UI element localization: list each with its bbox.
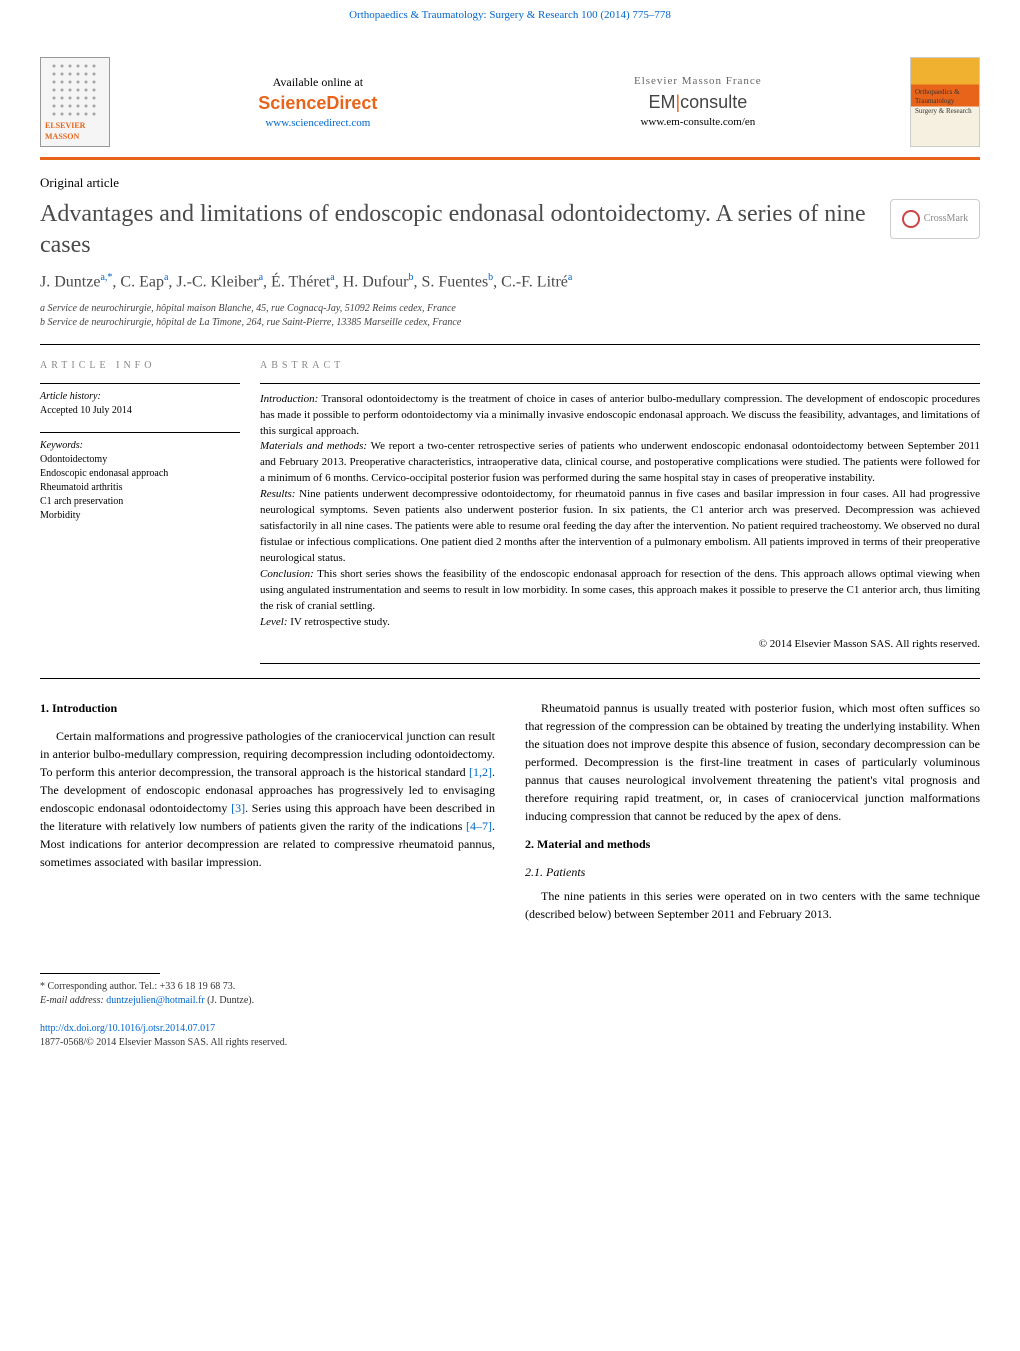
journal-cover-icon: Orthopaedics & Traumatology Surgery & Re… [910,57,980,147]
doi-link[interactable]: http://dx.doi.org/10.1016/j.otsr.2014.07… [40,1023,215,1034]
abs-conclusion-label: Conclusion: [260,568,314,580]
sciencedirect-url[interactable]: www.sciencedirect.com [258,116,377,131]
sciencedirect-col: Available online at ScienceDirect www.sc… [258,74,377,131]
article-type: Original article [0,160,1020,192]
crossmark-icon [902,210,920,228]
accepted-date: Accepted 10 July 2014 [40,404,240,418]
abstract-column: ABSTRACT Introduction: Transoral odontoi… [260,359,980,664]
emconsulte-url[interactable]: www.em-consulte.com/en [634,115,762,130]
article-info-column: ARTICLE INFO Article history: Accepted 1… [40,359,240,664]
corresponding-author: * Corresponding author. Tel.: +33 6 18 1… [40,980,980,994]
email-line: E-mail address: duntzejulien@hotmail.fr … [40,994,980,1008]
patients-heading: 2.1. Patients [525,863,980,881]
ref-link[interactable]: [3] [231,801,245,815]
affiliation-a: a Service de neurochirurgie, hôpital mai… [40,302,980,316]
crossmark-badge[interactable]: CrossMark [890,199,980,239]
affiliations: a Service de neurochirurgie, hôpital mai… [0,294,1020,344]
patients-paragraph: The nine patients in this series were op… [525,887,980,923]
crossmark-label: CrossMark [924,212,968,226]
ref-link[interactable]: [4–7] [466,819,492,833]
emconsulte-col: Elsevier Masson France EM|consulte www.e… [634,74,762,130]
history-block: Article history: Accepted 10 July 2014 [40,383,240,418]
abs-results-label: Results: [260,488,295,500]
elsevier-logo: ELSEVIER MASSON [40,57,110,147]
abs-mm: We report a two-center retrospective ser… [260,440,980,484]
intro-paragraph: Certain malformations and progressive pa… [40,727,495,871]
journal-header[interactable]: Orthopaedics & Traumatology: Surgery & R… [0,0,1020,37]
footer: * Corresponding author. Tel.: +33 6 18 1… [0,953,1020,1080]
abs-level-label: Level: [260,616,287,628]
keywords-label: Keywords: [40,439,240,453]
keyword: Endoscopic endonasal approach [40,467,240,481]
copyright: © 2014 Elsevier Masson SAS. All rights r… [260,637,980,653]
elsevier-tree-icon [50,62,100,116]
em-text: EM [648,92,675,112]
abs-mm-label: Materials and methods: [260,440,367,452]
abs-intro-label: Introduction: [260,393,318,405]
keyword: Morbidity [40,509,240,523]
body-right-column: Rheumatoid pannus is usually treated wit… [525,699,980,933]
ref-link[interactable]: [1,2] [469,765,492,779]
article-title: Advantages and limitations of endoscopic… [40,199,890,261]
emf-label: Elsevier Masson France [634,74,762,89]
sciencedirect-logo[interactable]: ScienceDirect [258,91,377,116]
info-heading: ARTICLE INFO [40,359,240,373]
keyword: C1 arch preservation [40,495,240,509]
divider [260,663,980,664]
email-link[interactable]: duntzejulien@hotmail.fr [106,995,204,1006]
intro-paragraph-2: Rheumatoid pannus is usually treated wit… [525,699,980,825]
issn-line: 1877-0568/© 2014 Elsevier Masson SAS. Al… [40,1036,980,1050]
elsevier-label: ELSEVIER MASSON [45,120,105,142]
abstract-heading: ABSTRACT [260,359,980,373]
header-middle: Available online at ScienceDirect www.sc… [130,74,890,131]
abs-conclusion: This short series shows the feasibility … [260,568,980,612]
journal-cover-text: Orthopaedics & Traumatology Surgery & Re… [915,88,975,117]
abs-intro: Transoral odontoidectomy is the treatmen… [260,393,980,437]
abstract-text: Introduction: Transoral odontoidectomy i… [260,383,980,653]
mm-heading: 2. Material and methods [525,835,980,853]
keyword: Rheumatoid arthritis [40,481,240,495]
history-label: Article history: [40,390,240,404]
abs-results: Nine patients underwent decompressive od… [260,488,980,564]
keyword: Odontoidectomy [40,453,240,467]
intro-heading: 1. Introduction [40,699,495,717]
header-band: ELSEVIER MASSON Available online at Scie… [0,37,1020,157]
keywords-block: Keywords: Odontoidectomy Endoscopic endo… [40,432,240,523]
affiliation-b: b Service de neurochirurgie, hôpital de … [40,316,980,330]
email-label: E-mail address: [40,995,104,1006]
available-label: Available online at [258,74,377,91]
abs-level: IV retrospective study. [287,616,389,628]
footer-divider [40,973,160,974]
authors: J. Duntzea,*, C. Eapa, J.-C. Kleibera, É… [0,261,1020,294]
emconsulte-logo[interactable]: EM|consulte [634,90,762,115]
email-suffix: (J. Duntze). [205,995,254,1006]
consulte-text: consulte [680,92,747,112]
body-left-column: 1. Introduction Certain malformations an… [40,699,495,933]
